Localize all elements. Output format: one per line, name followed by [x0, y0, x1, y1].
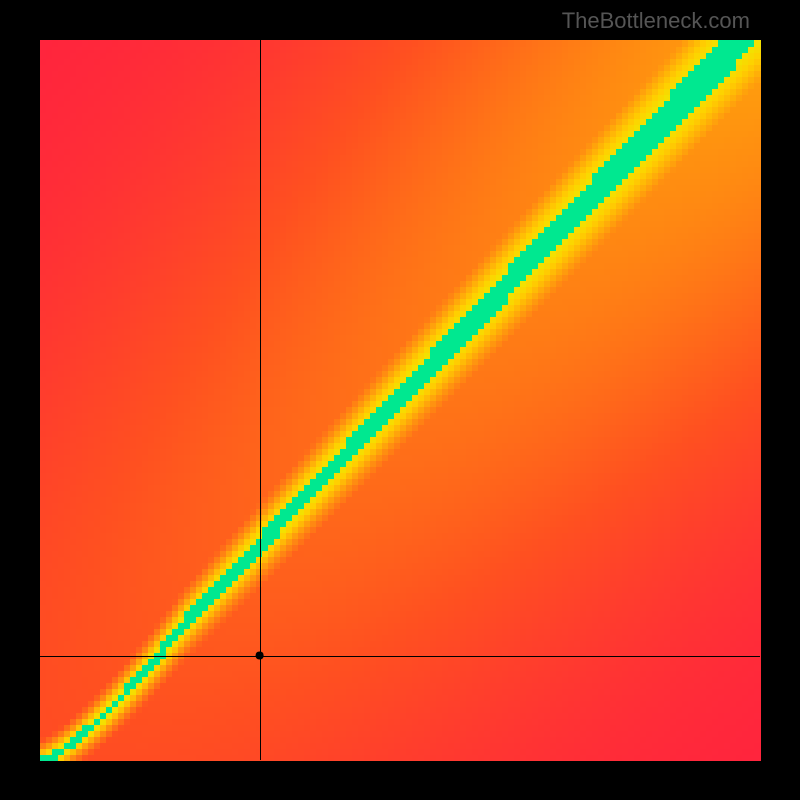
watermark-text: TheBottleneck.com: [562, 8, 750, 34]
bottleneck-heatmap: [0, 0, 800, 800]
chart-container: TheBottleneck.com: [0, 0, 800, 800]
